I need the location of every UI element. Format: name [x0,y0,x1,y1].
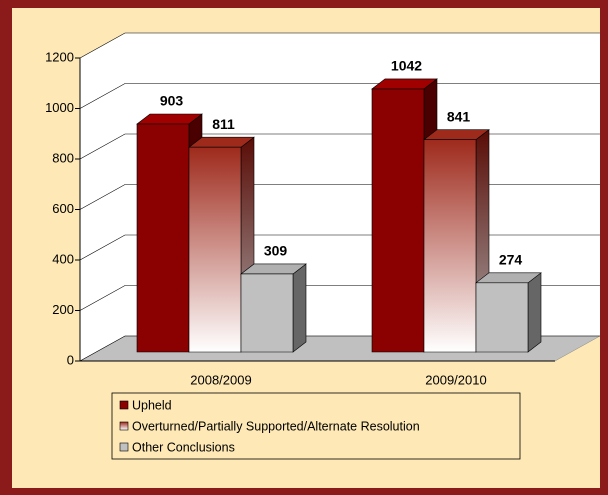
bar [240,263,307,353]
legend [111,392,521,460]
bar-front [188,146,242,353]
y-tick-label: 1200 [45,49,74,64]
y-tick-label: 1000 [45,100,74,115]
grid-line [79,32,600,59]
value-label: 841 [447,108,471,124]
legend-label: Overturned/Partially Supported/Alternate… [132,419,420,433]
value-label: 811 [212,116,235,132]
grid-line [79,83,600,109]
y-tick-label: 600 [52,201,74,216]
bar-front [371,88,425,353]
bar [475,272,542,353]
bar-front [240,273,294,353]
value-label: 903 [160,93,184,109]
y-tick-label: 0 [67,352,74,367]
x-tick-label: 2008/2009 [190,372,251,387]
y-tick-label: 400 [52,251,74,266]
legend-label: Upheld [132,398,172,412]
legend-swatch [119,400,129,410]
legend-label: Other Conclusions [132,440,235,454]
y-tick-label: 200 [52,302,74,317]
value-label: 274 [499,252,523,268]
bar-side [527,272,542,353]
bar-front [136,123,190,353]
value-label: 309 [264,243,288,259]
bar-front [423,139,477,353]
y-tick-label: 800 [52,150,74,165]
bar-side [292,263,307,353]
value-label: 1042 [391,58,422,74]
legend-swatch [119,421,129,431]
bar-front [475,282,529,353]
x-tick-label: 2009/2010 [425,372,486,387]
legend-swatch [119,442,129,452]
